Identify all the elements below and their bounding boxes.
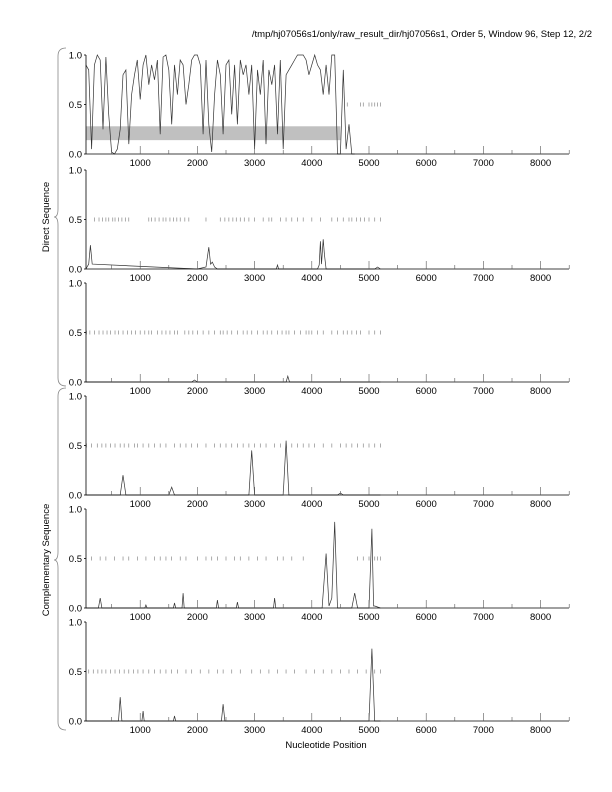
x-tick-label: 8000 — [530, 612, 551, 623]
y-tick-label: 0.5 — [69, 328, 82, 339]
y-tick-label: 0.0 — [69, 717, 82, 728]
x-tick-label: 6000 — [416, 725, 437, 736]
y-tick-label: 1.0 — [69, 51, 82, 62]
x-tick-label: 5000 — [358, 725, 379, 736]
x-tick-label: 4000 — [301, 386, 322, 397]
y-tick-label: 0.0 — [69, 150, 82, 161]
group-label-direct: Direct Sequence — [41, 182, 52, 252]
x-tick-label: 8000 — [530, 386, 551, 397]
x-tick-label: 2000 — [187, 725, 208, 736]
y-tick-label: 0.5 — [69, 215, 82, 226]
x-tick-label: 7000 — [473, 386, 494, 397]
coding-potential-line — [85, 440, 381, 496]
y-tick-label: 1.0 — [69, 279, 82, 290]
x-tick-label: 2000 — [187, 386, 208, 397]
x-tick-label: 5000 — [358, 273, 379, 284]
panel-5: 0.0 0.5 1.0 1000 2000 3000 4000 5000 6000 7000 800… — [69, 505, 570, 623]
y-tick-label: 0.5 — [69, 441, 82, 452]
x-tick-label: 4000 — [301, 273, 322, 284]
y-tick-label: 1.0 — [69, 505, 82, 516]
x-tick-label: 2000 — [187, 273, 208, 284]
x-tick-label: 6000 — [416, 386, 437, 397]
x-tick-label: 8000 — [530, 725, 551, 736]
x-tick-label: 4000 — [301, 612, 322, 623]
y-tick-label: 0.0 — [69, 604, 82, 615]
x-tick-label: 1000 — [130, 499, 151, 510]
x-tick-label: 6000 — [416, 273, 437, 284]
panel-4: 0.0 0.5 1.0 1000 2000 3000 4000 5000 6000 7000 800… — [69, 392, 570, 510]
coding-potential-line — [85, 521, 381, 609]
x-tick-label: 6000 — [416, 158, 437, 169]
y-tick-label: 1.0 — [69, 166, 82, 177]
panel-6: 0.0 0.5 1.0 1000 2000 3000 4000 5000 6000 7000 800… — [69, 618, 570, 736]
x-tick-label: 8000 — [530, 158, 551, 169]
x-tick-label: 5000 — [358, 386, 379, 397]
x-tick-label: 4000 — [301, 158, 322, 169]
panel-3: 0.0 0.5 1.0 1000 2000 3000 4000 5000 6000 7000 800… — [69, 279, 570, 397]
x-tick-label: 7000 — [473, 612, 494, 623]
x-tick-label: 4000 — [301, 725, 322, 736]
x-tick-label: 2000 — [187, 499, 208, 510]
panel-2: 0.0 0.5 1.0 1000 2000 3000 4000 5000 6000 7000 800… — [69, 166, 570, 284]
panel-1: 0.0 0.5 1.0 1000 2000 3000 4000 5000 6000 7000 800… — [69, 51, 570, 169]
coding-potential-line — [85, 239, 381, 270]
group-label-complementary: Complementary Sequence — [41, 504, 52, 616]
coding-potential-line — [85, 374, 381, 383]
y-tick-label: 0.5 — [69, 100, 82, 111]
x-tick-label: 8000 — [530, 273, 551, 284]
x-tick-label: 3000 — [244, 725, 265, 736]
x-tick-label: 5000 — [358, 612, 379, 623]
x-tick-label: 3000 — [244, 158, 265, 169]
x-tick-label: 2000 — [187, 158, 208, 169]
x-tick-label: 7000 — [473, 273, 494, 284]
x-tick-label: 5000 — [358, 499, 379, 510]
x-tick-label: 7000 — [473, 499, 494, 510]
threshold-band — [85, 126, 341, 141]
y-tick-label: 1.0 — [69, 618, 82, 629]
y-tick-label: 0.0 — [69, 265, 82, 276]
coding-potential-line — [85, 648, 381, 722]
x-tick-label: 6000 — [416, 499, 437, 510]
x-tick-label: 3000 — [244, 386, 265, 397]
chart-title: /tmp/hj07056s1/only/raw_result_dir/hj070… — [252, 29, 592, 40]
x-tick-label: 1000 — [130, 725, 151, 736]
x-tick-label: 8000 — [530, 499, 551, 510]
x-tick-label: 7000 — [473, 158, 494, 169]
y-tick-label: 0.5 — [69, 667, 82, 678]
x-tick-label: 5000 — [358, 158, 379, 169]
x-tick-label: 2000 — [187, 612, 208, 623]
x-axis-label: Nucleotide Position — [285, 740, 366, 751]
x-tick-label: 3000 — [244, 499, 265, 510]
brace-direct — [53, 47, 67, 387]
y-tick-label: 0.5 — [69, 554, 82, 565]
x-tick-label: 6000 — [416, 612, 437, 623]
y-tick-label: 0.0 — [69, 491, 82, 502]
coding-potential-line — [85, 53, 355, 155]
x-tick-label: 1000 — [130, 273, 151, 284]
x-tick-label: 3000 — [244, 273, 265, 284]
brace-complementary — [53, 387, 67, 731]
y-tick-label: 0.0 — [69, 378, 82, 389]
x-tick-label: 4000 — [301, 499, 322, 510]
x-tick-label: 1000 — [130, 386, 151, 397]
x-tick-label: 1000 — [130, 158, 151, 169]
x-tick-label: 7000 — [473, 725, 494, 736]
x-tick-label: 1000 — [130, 612, 151, 623]
y-tick-label: 1.0 — [69, 392, 82, 403]
x-tick-label: 3000 — [244, 612, 265, 623]
